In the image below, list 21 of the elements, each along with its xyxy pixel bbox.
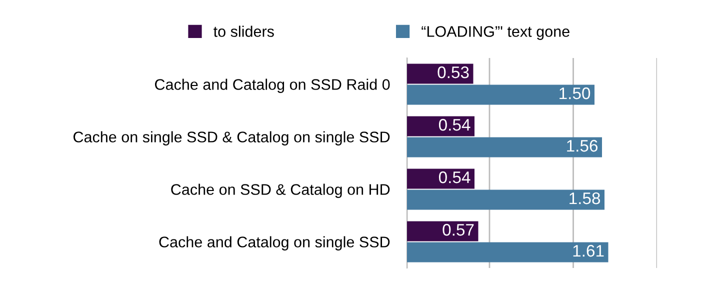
bar [407, 190, 604, 210]
bar [407, 137, 602, 158]
bar [407, 84, 594, 105]
bar [407, 168, 474, 189]
legend-label: “LOADING”' text gone [422, 26, 570, 40]
data-label: 0.54 [438, 171, 470, 184]
data-label: 1.58 [570, 192, 600, 204]
bar [407, 116, 474, 136]
data-label: 1.61 [573, 244, 604, 257]
y-tick-label: Cache on SSD & Catalog on HD [171, 184, 390, 198]
data-label: 0.54 [438, 118, 470, 131]
y-tick-label: Cache and Catalog on single SSD [159, 236, 390, 250]
bar [407, 242, 608, 262]
data-label: 0.57 [442, 224, 474, 236]
data-label: 1.56 [567, 140, 598, 152]
y-tick-label: Cache and Catalog on SSD Raid 0 [155, 78, 390, 93]
data-label: 1.50 [560, 87, 590, 100]
data-label: 0.53 [438, 66, 469, 78]
y-tick-label: Cache on single SSD & Catalog on single SSD [74, 131, 390, 146]
bar [407, 221, 478, 242]
legend-label: to sliders [214, 26, 274, 37]
